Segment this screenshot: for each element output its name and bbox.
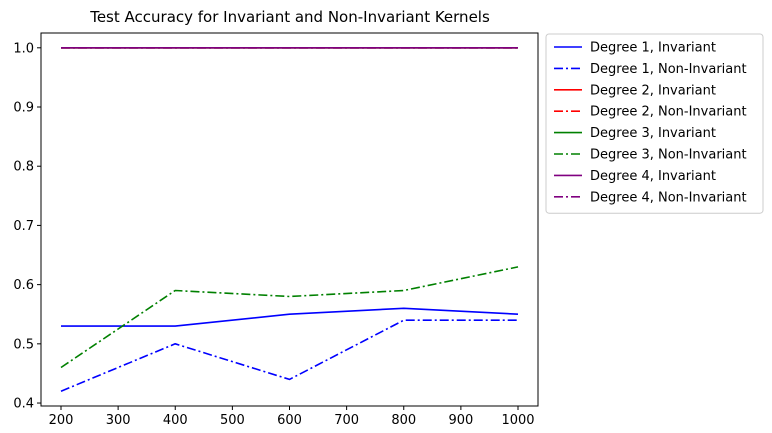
- series-line-1: [61, 307, 519, 327]
- series-line-6: [60, 266, 519, 369]
- legend-label: Degree 2, Non-Invariant: [590, 105, 747, 120]
- x-tick-label: 1000: [501, 413, 534, 428]
- y-tick-label: 0.5: [13, 337, 34, 352]
- x-tick-label: 200: [49, 413, 74, 428]
- legend-label: Degree 3, Non-Invariant: [590, 148, 747, 163]
- x-tick-label: 600: [277, 413, 302, 428]
- legend-label: Degree 2, Invariant: [590, 83, 716, 98]
- x-tick-label: 400: [163, 413, 188, 428]
- y-tick-label: 1.0: [13, 41, 34, 56]
- legend-label: Degree 1, Non-Invariant: [590, 62, 747, 77]
- legend-label: Degree 3, Invariant: [590, 126, 716, 141]
- y-tick-label: 0.8: [13, 160, 34, 175]
- y-tick-label: 0.9: [13, 101, 34, 116]
- legend-label: Degree 1, Invariant: [590, 41, 716, 56]
- legend-frame: [545, 33, 764, 214]
- series-line-2: [60, 319, 518, 392]
- axes-frame: [40, 32, 539, 407]
- y-tick-label: 0.4: [13, 397, 34, 412]
- legend-label: Degree 4, Invariant: [590, 169, 716, 184]
- x-tick-label: 300: [106, 413, 131, 428]
- legend-label: Degree 4, Non-Invariant: [590, 190, 747, 205]
- plot-area: 200 300 400 500 600 700 800 900 1000 0.4 0.5 0.6 0.7…: [13, 32, 539, 428]
- x-tick-label: 800: [391, 413, 416, 428]
- x-tick-label: 500: [220, 413, 245, 428]
- y-tick-label: 0.6: [13, 278, 34, 293]
- chart-title: Test Accuracy for Invariant and Non-Inva…: [89, 8, 490, 26]
- legend: Degree 1, Invariant Degree 1, Non-Invaria…: [545, 33, 764, 214]
- x-tick-label: 700: [334, 413, 359, 428]
- x-tick-label: 900: [448, 413, 473, 428]
- y-tick-label: 0.7: [13, 219, 34, 234]
